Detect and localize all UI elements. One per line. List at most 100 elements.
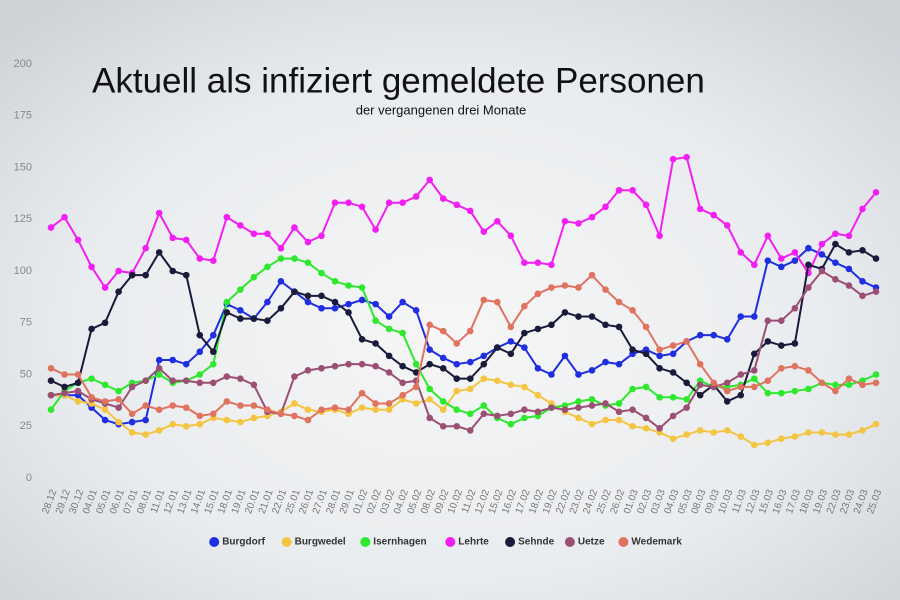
data-point bbox=[669, 350, 677, 358]
data-point bbox=[372, 226, 379, 233]
data-point bbox=[196, 348, 204, 356]
data-point bbox=[345, 300, 352, 308]
data-point bbox=[182, 236, 190, 244]
data-point bbox=[439, 195, 447, 202]
data-point bbox=[155, 371, 163, 378]
data-point bbox=[182, 360, 190, 368]
data-point bbox=[845, 249, 853, 256]
data-point bbox=[385, 325, 393, 333]
data-point bbox=[778, 364, 785, 372]
data-point bbox=[439, 364, 447, 372]
data-point bbox=[629, 422, 636, 430]
data-point bbox=[480, 410, 488, 418]
data-point bbox=[805, 385, 812, 393]
data-point bbox=[561, 309, 569, 316]
data-point bbox=[480, 360, 488, 368]
data-point bbox=[642, 201, 650, 209]
data-point bbox=[683, 153, 690, 161]
data-point bbox=[669, 342, 677, 349]
data-point bbox=[331, 199, 339, 206]
data-point bbox=[128, 418, 136, 426]
data-point bbox=[696, 360, 704, 368]
data-point bbox=[47, 391, 55, 399]
data-point bbox=[764, 232, 772, 240]
data-point bbox=[683, 379, 690, 387]
data-point bbox=[615, 408, 623, 416]
data-point bbox=[385, 352, 393, 360]
data-point bbox=[683, 396, 690, 403]
data-point bbox=[859, 205, 866, 213]
data-point bbox=[223, 213, 231, 221]
data-point bbox=[466, 385, 474, 393]
data-point bbox=[521, 406, 528, 413]
data-point bbox=[480, 296, 488, 304]
data-point bbox=[169, 402, 177, 409]
data-point bbox=[656, 346, 663, 353]
data-point bbox=[723, 398, 731, 405]
data-point bbox=[859, 381, 866, 389]
data-point bbox=[264, 230, 271, 238]
data-point bbox=[588, 396, 596, 403]
data-point bbox=[358, 296, 366, 304]
data-point bbox=[764, 317, 772, 324]
data-point bbox=[304, 292, 312, 300]
data-point bbox=[615, 186, 623, 194]
data-point bbox=[453, 201, 461, 209]
data-point bbox=[602, 203, 609, 211]
data-point bbox=[182, 377, 190, 385]
data-point bbox=[615, 298, 623, 306]
data-point bbox=[548, 404, 555, 411]
data-point bbox=[142, 431, 149, 438]
data-point bbox=[128, 383, 136, 391]
data-point bbox=[534, 290, 542, 298]
data-point bbox=[791, 433, 799, 440]
data-point bbox=[88, 325, 95, 333]
data-point bbox=[209, 410, 217, 418]
data-point bbox=[507, 350, 515, 358]
chart-title: Aktuell als infiziert gemeldete Personen bbox=[92, 61, 705, 100]
data-point bbox=[872, 288, 880, 296]
data-point bbox=[453, 360, 461, 368]
data-point bbox=[750, 350, 758, 358]
data-point bbox=[466, 358, 474, 366]
data-point bbox=[345, 199, 352, 206]
data-point bbox=[466, 375, 474, 382]
data-point bbox=[385, 313, 393, 320]
data-point bbox=[318, 364, 325, 372]
data-point bbox=[74, 398, 82, 405]
data-point bbox=[169, 267, 177, 275]
chart-subtitle: der vergangenen drei Monate bbox=[356, 102, 527, 117]
data-point bbox=[602, 400, 609, 407]
data-point bbox=[750, 367, 758, 374]
data-point bbox=[291, 224, 298, 231]
data-point bbox=[291, 373, 298, 380]
data-point bbox=[61, 383, 68, 391]
data-point bbox=[47, 406, 55, 413]
data-point bbox=[832, 230, 839, 238]
data-point bbox=[872, 371, 880, 378]
data-point bbox=[426, 385, 433, 393]
data-point bbox=[223, 298, 231, 306]
data-point bbox=[358, 389, 366, 397]
data-point bbox=[115, 396, 122, 403]
data-point bbox=[710, 211, 718, 219]
data-point bbox=[696, 391, 704, 399]
data-point bbox=[426, 321, 433, 329]
legend-label: Sehnde bbox=[518, 537, 555, 548]
data-point bbox=[304, 298, 312, 306]
data-point bbox=[778, 389, 785, 397]
data-point bbox=[872, 255, 880, 262]
data-point bbox=[358, 336, 366, 343]
data-point bbox=[629, 385, 636, 393]
data-point bbox=[399, 362, 406, 370]
data-point bbox=[832, 431, 839, 438]
data-point bbox=[494, 412, 501, 420]
data-point bbox=[61, 213, 68, 221]
legend-marker bbox=[618, 537, 629, 547]
data-point bbox=[791, 362, 799, 370]
data-point bbox=[737, 391, 745, 399]
data-point bbox=[805, 244, 812, 252]
data-point bbox=[642, 425, 650, 432]
data-point bbox=[155, 406, 163, 413]
